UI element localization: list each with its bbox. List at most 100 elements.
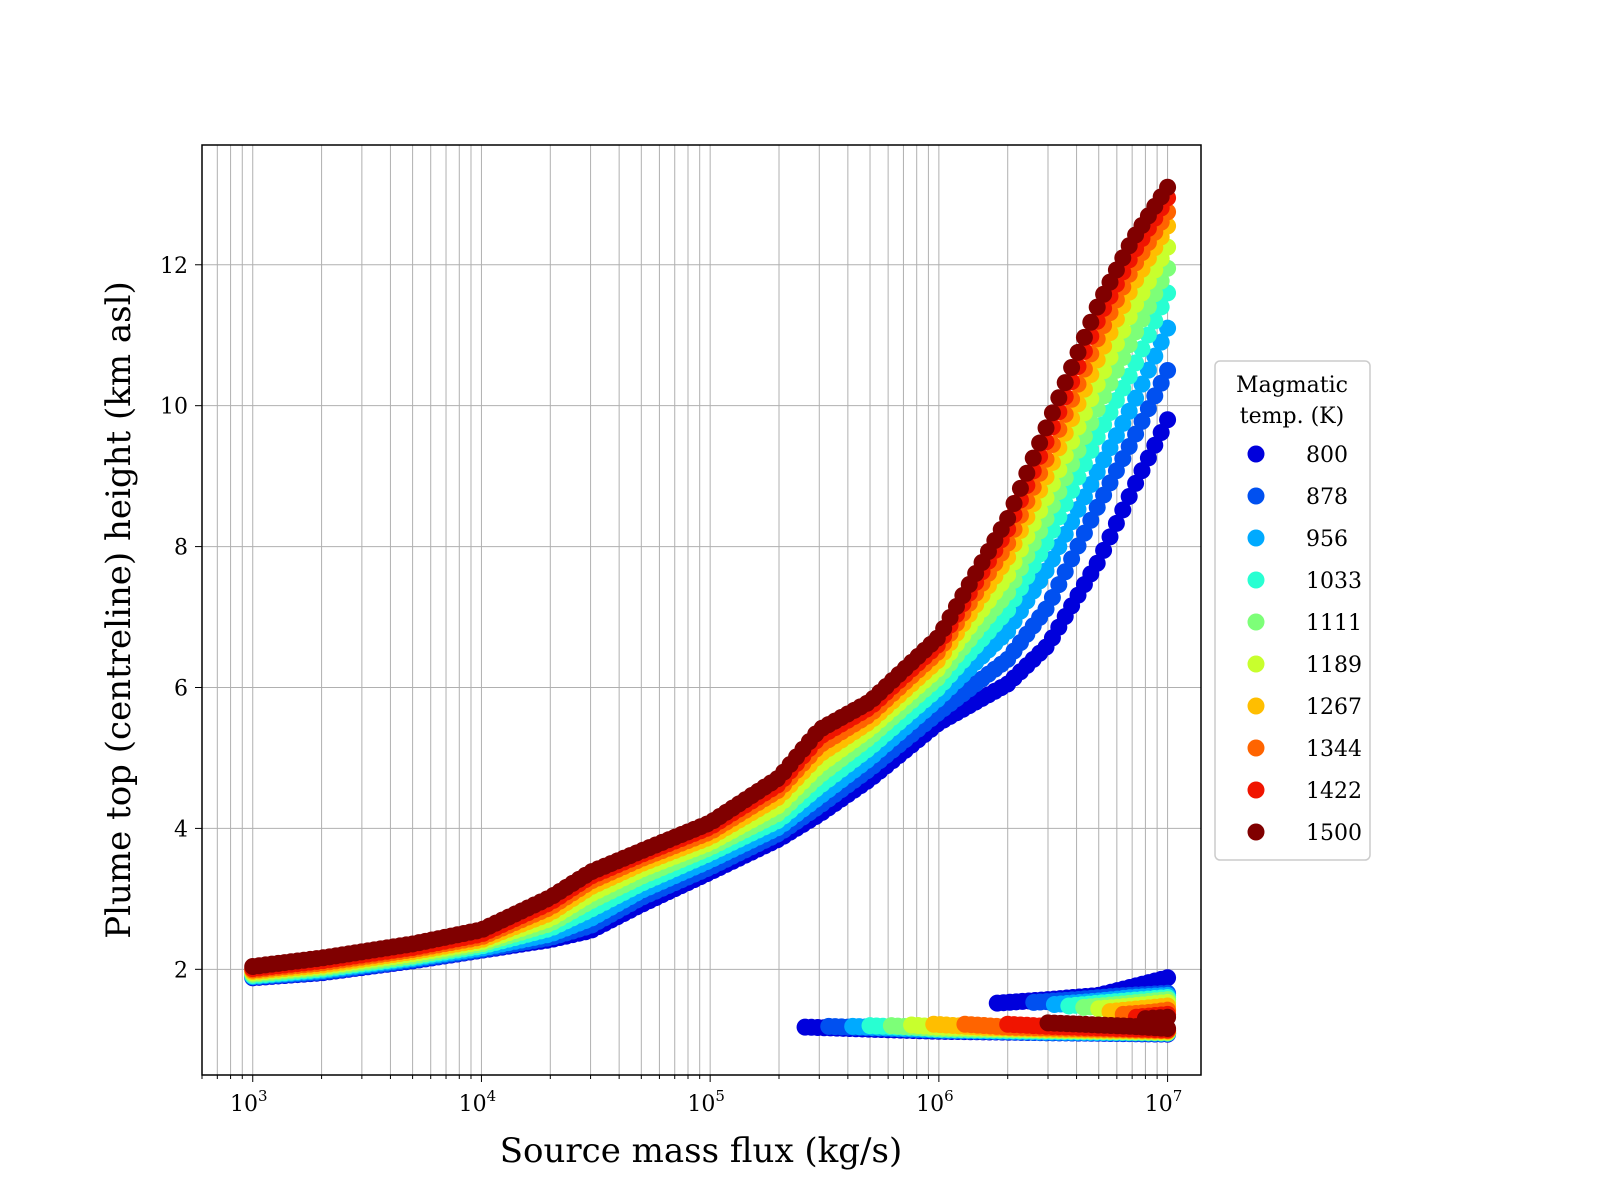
point-main-1500 xyxy=(1037,419,1055,437)
point-main-800 xyxy=(1133,462,1151,480)
point-main-1500 xyxy=(1082,313,1100,331)
point-upper-800 xyxy=(1159,969,1177,987)
point-main-800 xyxy=(1088,554,1106,572)
point-main-1500 xyxy=(1075,328,1093,346)
y-axis-label: Plume top (centreline) height (km asl) xyxy=(99,281,139,939)
legend-item-956: 956 xyxy=(1247,527,1348,552)
point-main-878 xyxy=(1063,550,1081,568)
legend-label: 1267 xyxy=(1306,695,1362,720)
legend-marker xyxy=(1247,487,1265,505)
point-main-1500 xyxy=(1011,479,1029,497)
point-main-800 xyxy=(1095,541,1113,559)
legend-item-1189: 1189 xyxy=(1247,653,1362,678)
point-main-1033 xyxy=(1063,481,1081,499)
y-tick-label: 8 xyxy=(174,536,188,561)
legend-item-878: 878 xyxy=(1247,485,1348,510)
point-main-800 xyxy=(1120,487,1138,505)
y-tick-label: 2 xyxy=(174,958,188,983)
point-main-878 xyxy=(1146,387,1164,405)
point-main-878 xyxy=(1075,524,1093,542)
y-tick-label: 4 xyxy=(174,817,188,842)
point-main-1033 xyxy=(1082,441,1100,459)
legend-item-1033: 1033 xyxy=(1247,569,1362,594)
point-main-956 xyxy=(1133,375,1151,393)
point-main-800 xyxy=(1101,528,1119,546)
point-main-1500 xyxy=(1043,404,1061,422)
legend-marker xyxy=(1247,655,1265,673)
x-tick-label: 105 xyxy=(687,1087,725,1117)
point-main-800 xyxy=(1159,411,1177,429)
point-main-1500 xyxy=(1031,434,1049,452)
y-tick-label: 6 xyxy=(174,677,188,702)
legend-label: 1344 xyxy=(1306,737,1362,762)
point-main-878 xyxy=(1152,374,1170,392)
point-main-1033 xyxy=(1152,298,1170,316)
y-tick-label: 12 xyxy=(160,254,188,279)
legend-frame xyxy=(1214,360,1371,861)
point-main-800 xyxy=(1107,514,1125,532)
point-main-1033 xyxy=(1139,326,1157,344)
point-main-800 xyxy=(1152,423,1170,441)
point-main-1111 xyxy=(1133,310,1151,328)
point-main-878 xyxy=(1133,412,1151,430)
x-tick-label: 107 xyxy=(1145,1087,1183,1117)
legend-item-1111: 1111 xyxy=(1247,611,1362,636)
point-main-1111 xyxy=(1114,348,1132,366)
point-main-878 xyxy=(1082,511,1100,529)
legend-item-800: 800 xyxy=(1247,443,1348,468)
legend-marker xyxy=(1247,571,1265,589)
point-main-1500 xyxy=(1024,449,1042,467)
legend-marker xyxy=(1247,529,1265,547)
plot-frame xyxy=(201,144,1202,1076)
point-main-956 xyxy=(1146,347,1164,365)
legend-label: 1111 xyxy=(1306,611,1362,636)
legend-marker xyxy=(1247,445,1265,463)
point-main-956 xyxy=(1152,333,1170,351)
point-main-1033 xyxy=(1075,455,1093,473)
legend-marker xyxy=(1247,739,1265,757)
point-main-1111 xyxy=(1120,336,1138,354)
legend-item-1267: 1267 xyxy=(1247,695,1362,720)
point-main-1500 xyxy=(1088,298,1106,316)
point-main-1500 xyxy=(1050,389,1068,407)
legend-label: 956 xyxy=(1306,527,1348,552)
point-main-878 xyxy=(1159,361,1177,379)
legend-marker xyxy=(1247,613,1265,631)
point-main-800 xyxy=(1146,436,1164,454)
point-main-1033 xyxy=(1127,354,1145,372)
point-upper-1500 xyxy=(1159,1008,1177,1026)
point-main-1111 xyxy=(1127,323,1145,341)
data-points xyxy=(244,178,1177,1043)
grid-lines xyxy=(201,145,1201,1075)
point-main-956 xyxy=(1120,402,1138,420)
point-main-1500 xyxy=(1159,178,1177,196)
point-main-800 xyxy=(1127,474,1145,492)
point-main-1111 xyxy=(1107,361,1125,379)
legend-label: 1500 xyxy=(1306,821,1362,846)
legend: Magmatic temp. (K) 800 878 956 1033 1111 1189… xyxy=(1214,360,1371,861)
point-main-878 xyxy=(1056,563,1074,581)
legend-item-1344: 1344 xyxy=(1247,737,1362,762)
legend-marker xyxy=(1247,697,1265,715)
x-tick-label: 106 xyxy=(916,1087,954,1117)
x-axis-ticks: 103 104 105 106 107 xyxy=(201,1075,1183,1117)
point-main-1033 xyxy=(1133,340,1151,358)
x-axis-label: Source mass flux (kg/s) xyxy=(500,1131,902,1171)
x-tick-label: 103 xyxy=(230,1087,268,1117)
point-main-1111 xyxy=(1139,297,1157,315)
point-main-1500 xyxy=(1005,494,1023,512)
point-main-1033 xyxy=(1069,468,1087,486)
point-main-878 xyxy=(1139,400,1157,418)
legend-label: 878 xyxy=(1306,485,1348,510)
point-main-800 xyxy=(1139,449,1157,467)
point-main-1033 xyxy=(1146,312,1164,330)
legend-label: 800 xyxy=(1306,443,1348,468)
point-main-1033 xyxy=(1120,367,1138,385)
legend-items: 800 878 956 1033 1111 1189 1267 1344 1422 1500 xyxy=(1247,443,1362,846)
point-main-1500 xyxy=(1056,374,1074,392)
point-main-956 xyxy=(1139,361,1157,379)
legend-item-1500: 1500 xyxy=(1247,821,1362,846)
x-tick-label: 104 xyxy=(459,1087,497,1117)
y-tick-label: 10 xyxy=(160,395,188,420)
point-main-956 xyxy=(1159,319,1177,337)
